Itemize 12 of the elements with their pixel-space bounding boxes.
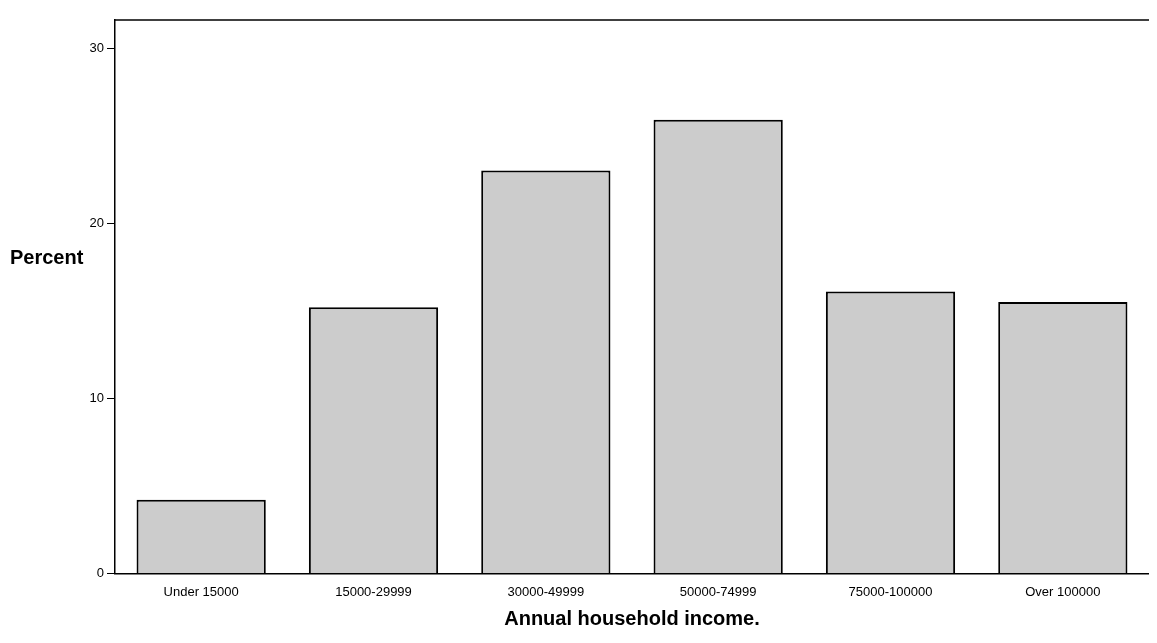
y-tick-label: 10 [89,389,104,405]
y-axis-title: Percent [10,246,84,269]
y-tick-label: 20 [89,214,104,230]
x-tick-label: 30000-49999 [507,583,585,599]
x-tick-label: 50000-74999 [679,583,757,599]
x-tick-label: Under 15000 [163,583,239,599]
x-axis-title: Annual household income. [504,606,760,629]
x-tick-label: Over 100000 [1025,583,1101,599]
x-tick-label: 15000-29999 [335,583,412,599]
y-tick-label: 30 [89,39,104,55]
x-tick-label: 75000-100000 [848,583,933,599]
y-tick-label: 0 [96,564,104,580]
